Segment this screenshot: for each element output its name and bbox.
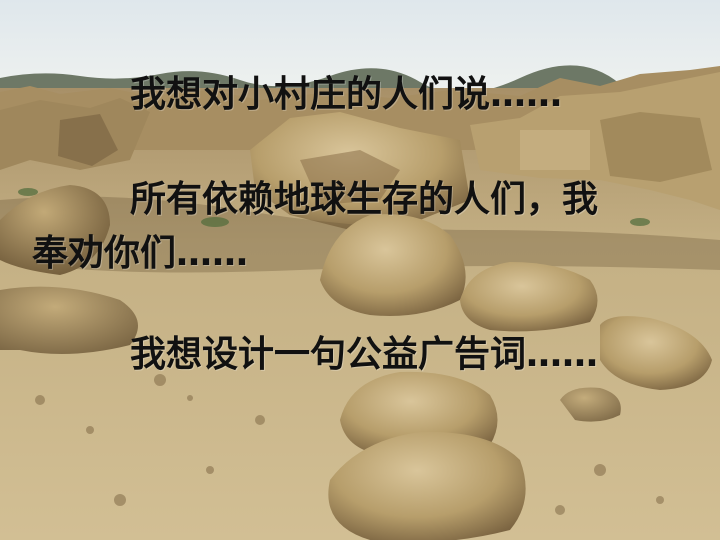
rubble <box>35 374 664 515</box>
prompt-line-2: 所有依赖地球生存的人们，我 <box>130 179 599 220</box>
mound-center <box>320 214 466 316</box>
prompt-line-1: 我想对小村庄的人们说…… <box>130 74 563 115</box>
prompt-line-3: 奉劝你们…… <box>32 233 249 274</box>
shrubs <box>18 188 650 227</box>
prompt-line-4: 我想设计一句公益广告词…… <box>130 334 599 375</box>
mound-right <box>460 262 598 332</box>
mound-left <box>0 185 110 275</box>
mound-foreground-2 <box>328 431 526 540</box>
ridge-left <box>0 286 138 354</box>
mound-far-right <box>600 316 712 390</box>
